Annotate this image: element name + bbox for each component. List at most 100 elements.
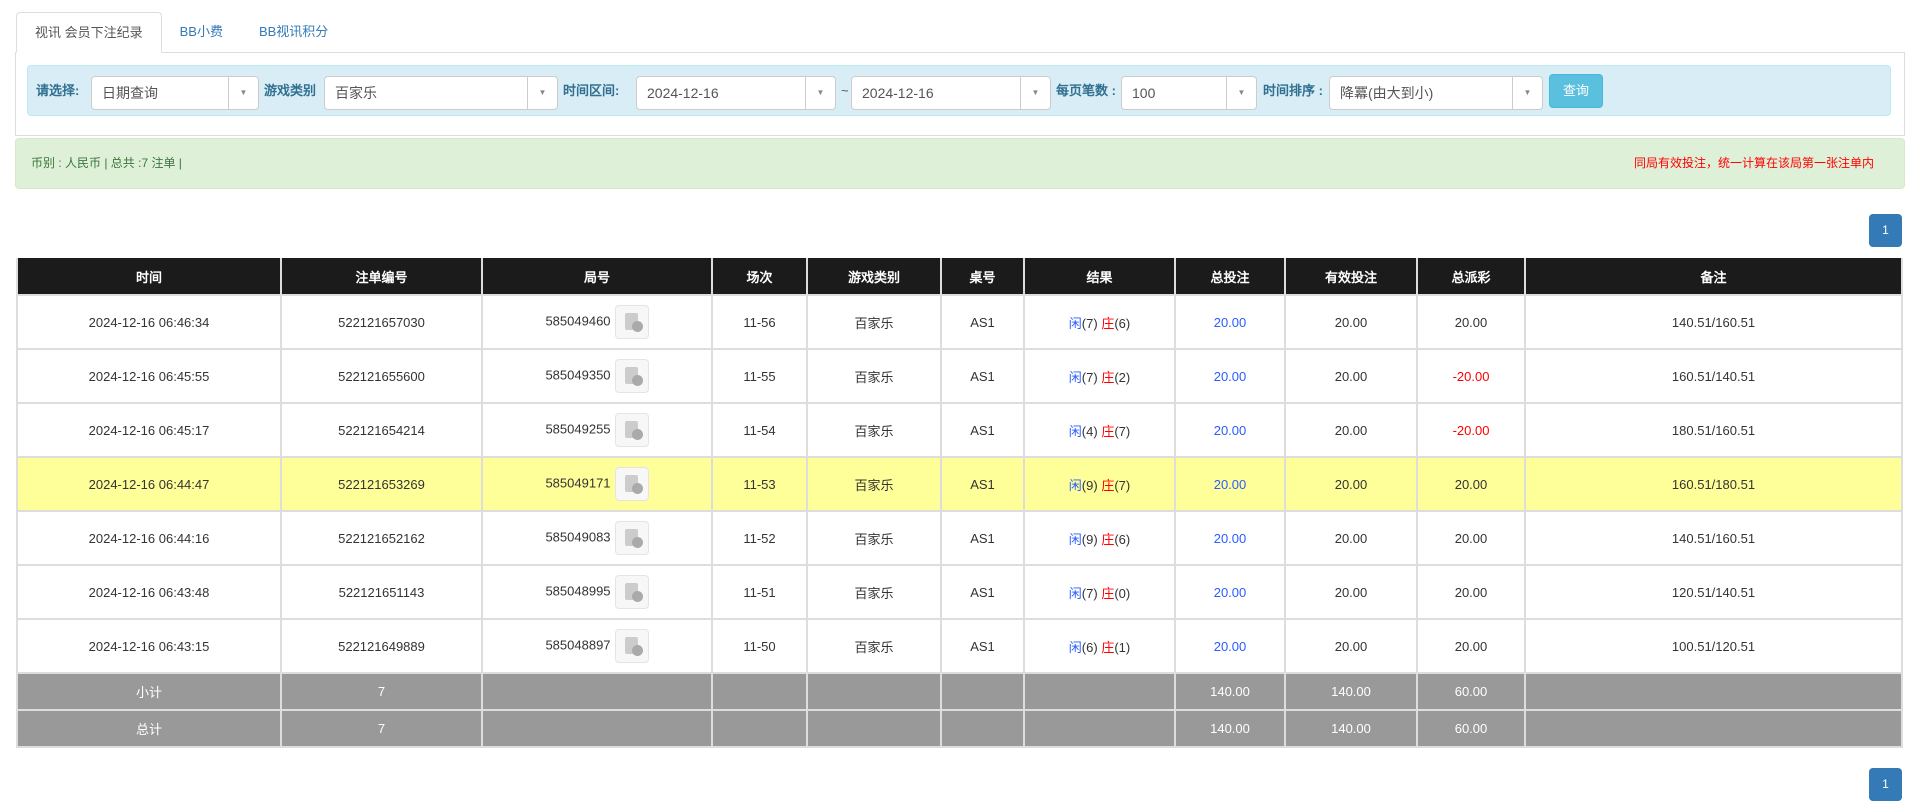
tab-bb-points[interactable]: BB视讯积分 (258, 24, 329, 39)
total-bet-cell: 20.00 (1174, 564, 1286, 620)
total-bet-cell: 20.00 (1174, 294, 1286, 350)
summary-count: 7 (280, 709, 483, 748)
summary-row: 小计 7 140.00 140.00 60.00 (16, 672, 1903, 711)
summary-total: 140.00 (1174, 709, 1286, 748)
query-button[interactable]: 查询 (1549, 74, 1603, 108)
table-row: 2024-12-16 06:44:47 522121653269 585049171… (16, 456, 1903, 512)
player-score: (7) (1081, 315, 1098, 331)
result-cell: 闲(9) 庄(7) (1023, 456, 1176, 512)
round-cell: 585048995 (481, 564, 713, 620)
result-cell: 闲(6) 庄(1) (1023, 618, 1176, 674)
banker-score: (7) (1114, 477, 1131, 493)
player-label: 闲 (1068, 639, 1082, 655)
time-cell: 2024-12-16 06:45:55 (16, 348, 282, 404)
video-replay-icon[interactable] (614, 305, 649, 339)
tab-bet-records[interactable]: 视讯 会员下注纪录 (16, 12, 162, 53)
valid-bet-cell: 20.00 (1284, 294, 1418, 350)
column-header: 桌号 (940, 258, 1025, 296)
table-row: 2024-12-16 06:43:48 522121651143 585048995… (16, 564, 1903, 620)
session-cell: 11-54 (711, 402, 808, 458)
chevron-down-icon: ▼ (1020, 77, 1050, 109)
date-to-select[interactable]: 2024-12-16 ▼ (851, 76, 1051, 110)
bet-id-cell: 522121649889 (280, 618, 483, 674)
pagination-page-1-bottom[interactable]: 1 (1869, 768, 1902, 801)
banker-label: 庄 (1101, 639, 1115, 655)
summary-row: 总计 7 140.00 140.00 60.00 (16, 709, 1903, 748)
player-score: (4) (1081, 423, 1098, 439)
round-number: 585049171 (545, 475, 611, 491)
column-header: 结果 (1023, 258, 1176, 296)
result-cell: 闲(7) 庄(2) (1023, 348, 1176, 404)
banker-label: 庄 (1101, 531, 1115, 547)
round-number: 585049460 (545, 313, 611, 329)
table-cell: AS1 (940, 564, 1025, 620)
bet-id-cell: 522121655600 (280, 348, 483, 404)
video-replay-icon[interactable] (614, 359, 649, 393)
video-replay-icon[interactable] (614, 521, 649, 555)
round-cell: 585049255 (481, 402, 713, 458)
banker-label: 庄 (1101, 423, 1115, 439)
column-header: 备注 (1524, 258, 1903, 296)
player-label: 闲 (1068, 585, 1082, 601)
game-cell: 百家乐 (806, 348, 942, 404)
banker-score: (2) (1114, 369, 1131, 385)
result-cell: 闲(7) 庄(6) (1023, 294, 1176, 350)
player-score: (6) (1081, 639, 1098, 655)
video-replay-icon[interactable] (614, 575, 649, 609)
time-cell: 2024-12-16 06:43:48 (16, 564, 282, 620)
player-label: 闲 (1068, 423, 1082, 439)
summary-payout: 60.00 (1416, 672, 1526, 711)
per-page-select[interactable]: 100 ▼ (1121, 76, 1257, 110)
chevron-down-icon: ▼ (1512, 77, 1542, 109)
table-cell: AS1 (940, 348, 1025, 404)
session-cell: 11-56 (711, 294, 808, 350)
game-cell: 百家乐 (806, 456, 942, 512)
column-header: 总派彩 (1416, 258, 1526, 296)
player-label: 闲 (1068, 477, 1082, 493)
query-type-select[interactable]: 日期查询 ▼ (91, 76, 259, 110)
table-row: 2024-12-16 06:45:17 522121654214 585049255… (16, 402, 1903, 458)
pagination-page-1[interactable]: 1 (1869, 214, 1902, 247)
player-score: (7) (1081, 585, 1098, 601)
tab-bar: 视讯 会员下注纪录 BB小费 BB视讯积分 (16, 12, 346, 53)
game-type-select[interactable]: 百家乐 ▼ (324, 76, 558, 110)
round-cell: 585049460 (481, 294, 713, 350)
game-cell: 百家乐 (806, 564, 942, 620)
round-number: 585049083 (545, 529, 611, 545)
payout-cell: -20.00 (1416, 348, 1526, 404)
round-cell: 585049083 (481, 510, 713, 566)
video-replay-icon[interactable] (614, 629, 649, 663)
total-bet-cell: 20.00 (1174, 510, 1286, 566)
empty-cell (711, 709, 808, 748)
summary-payout: 60.00 (1416, 709, 1526, 748)
time-cell: 2024-12-16 06:44:16 (16, 510, 282, 566)
session-cell: 11-55 (711, 348, 808, 404)
banker-score: (6) (1114, 531, 1131, 547)
valid-bet-cell: 20.00 (1284, 456, 1418, 512)
column-header: 时间 (16, 258, 282, 296)
note-cell: 140.51/160.51 (1524, 294, 1903, 350)
table-row: 2024-12-16 06:45:55 522121655600 585049350… (16, 348, 1903, 404)
session-cell: 11-53 (711, 456, 808, 512)
valid-bet-cell: 20.00 (1284, 564, 1418, 620)
session-cell: 11-51 (711, 564, 808, 620)
banker-label: 庄 (1101, 369, 1115, 385)
sort-label: 时间排序 : (1263, 83, 1323, 98)
tab-bb-tips[interactable]: BB小费 (179, 24, 223, 39)
empty-cell (806, 709, 942, 748)
bet-id-cell: 522121657030 (280, 294, 483, 350)
select-label: 请选择: (36, 83, 80, 98)
time-cell: 2024-12-16 06:45:17 (16, 402, 282, 458)
valid-bet-cell: 20.00 (1284, 402, 1418, 458)
video-replay-icon[interactable] (614, 413, 649, 447)
per-page-label: 每页笔数 : (1056, 83, 1116, 98)
column-header: 注单编号 (280, 258, 483, 296)
sort-select[interactable]: 降冪(由大到小) ▼ (1329, 76, 1543, 110)
valid-bet-cell: 20.00 (1284, 348, 1418, 404)
video-replay-icon[interactable] (614, 467, 649, 501)
banker-score: (7) (1114, 423, 1131, 439)
round-number: 585048897 (545, 637, 611, 653)
session-cell: 11-50 (711, 618, 808, 674)
payout-cell: 20.00 (1416, 456, 1526, 512)
date-from-select[interactable]: 2024-12-16 ▼ (636, 76, 836, 110)
